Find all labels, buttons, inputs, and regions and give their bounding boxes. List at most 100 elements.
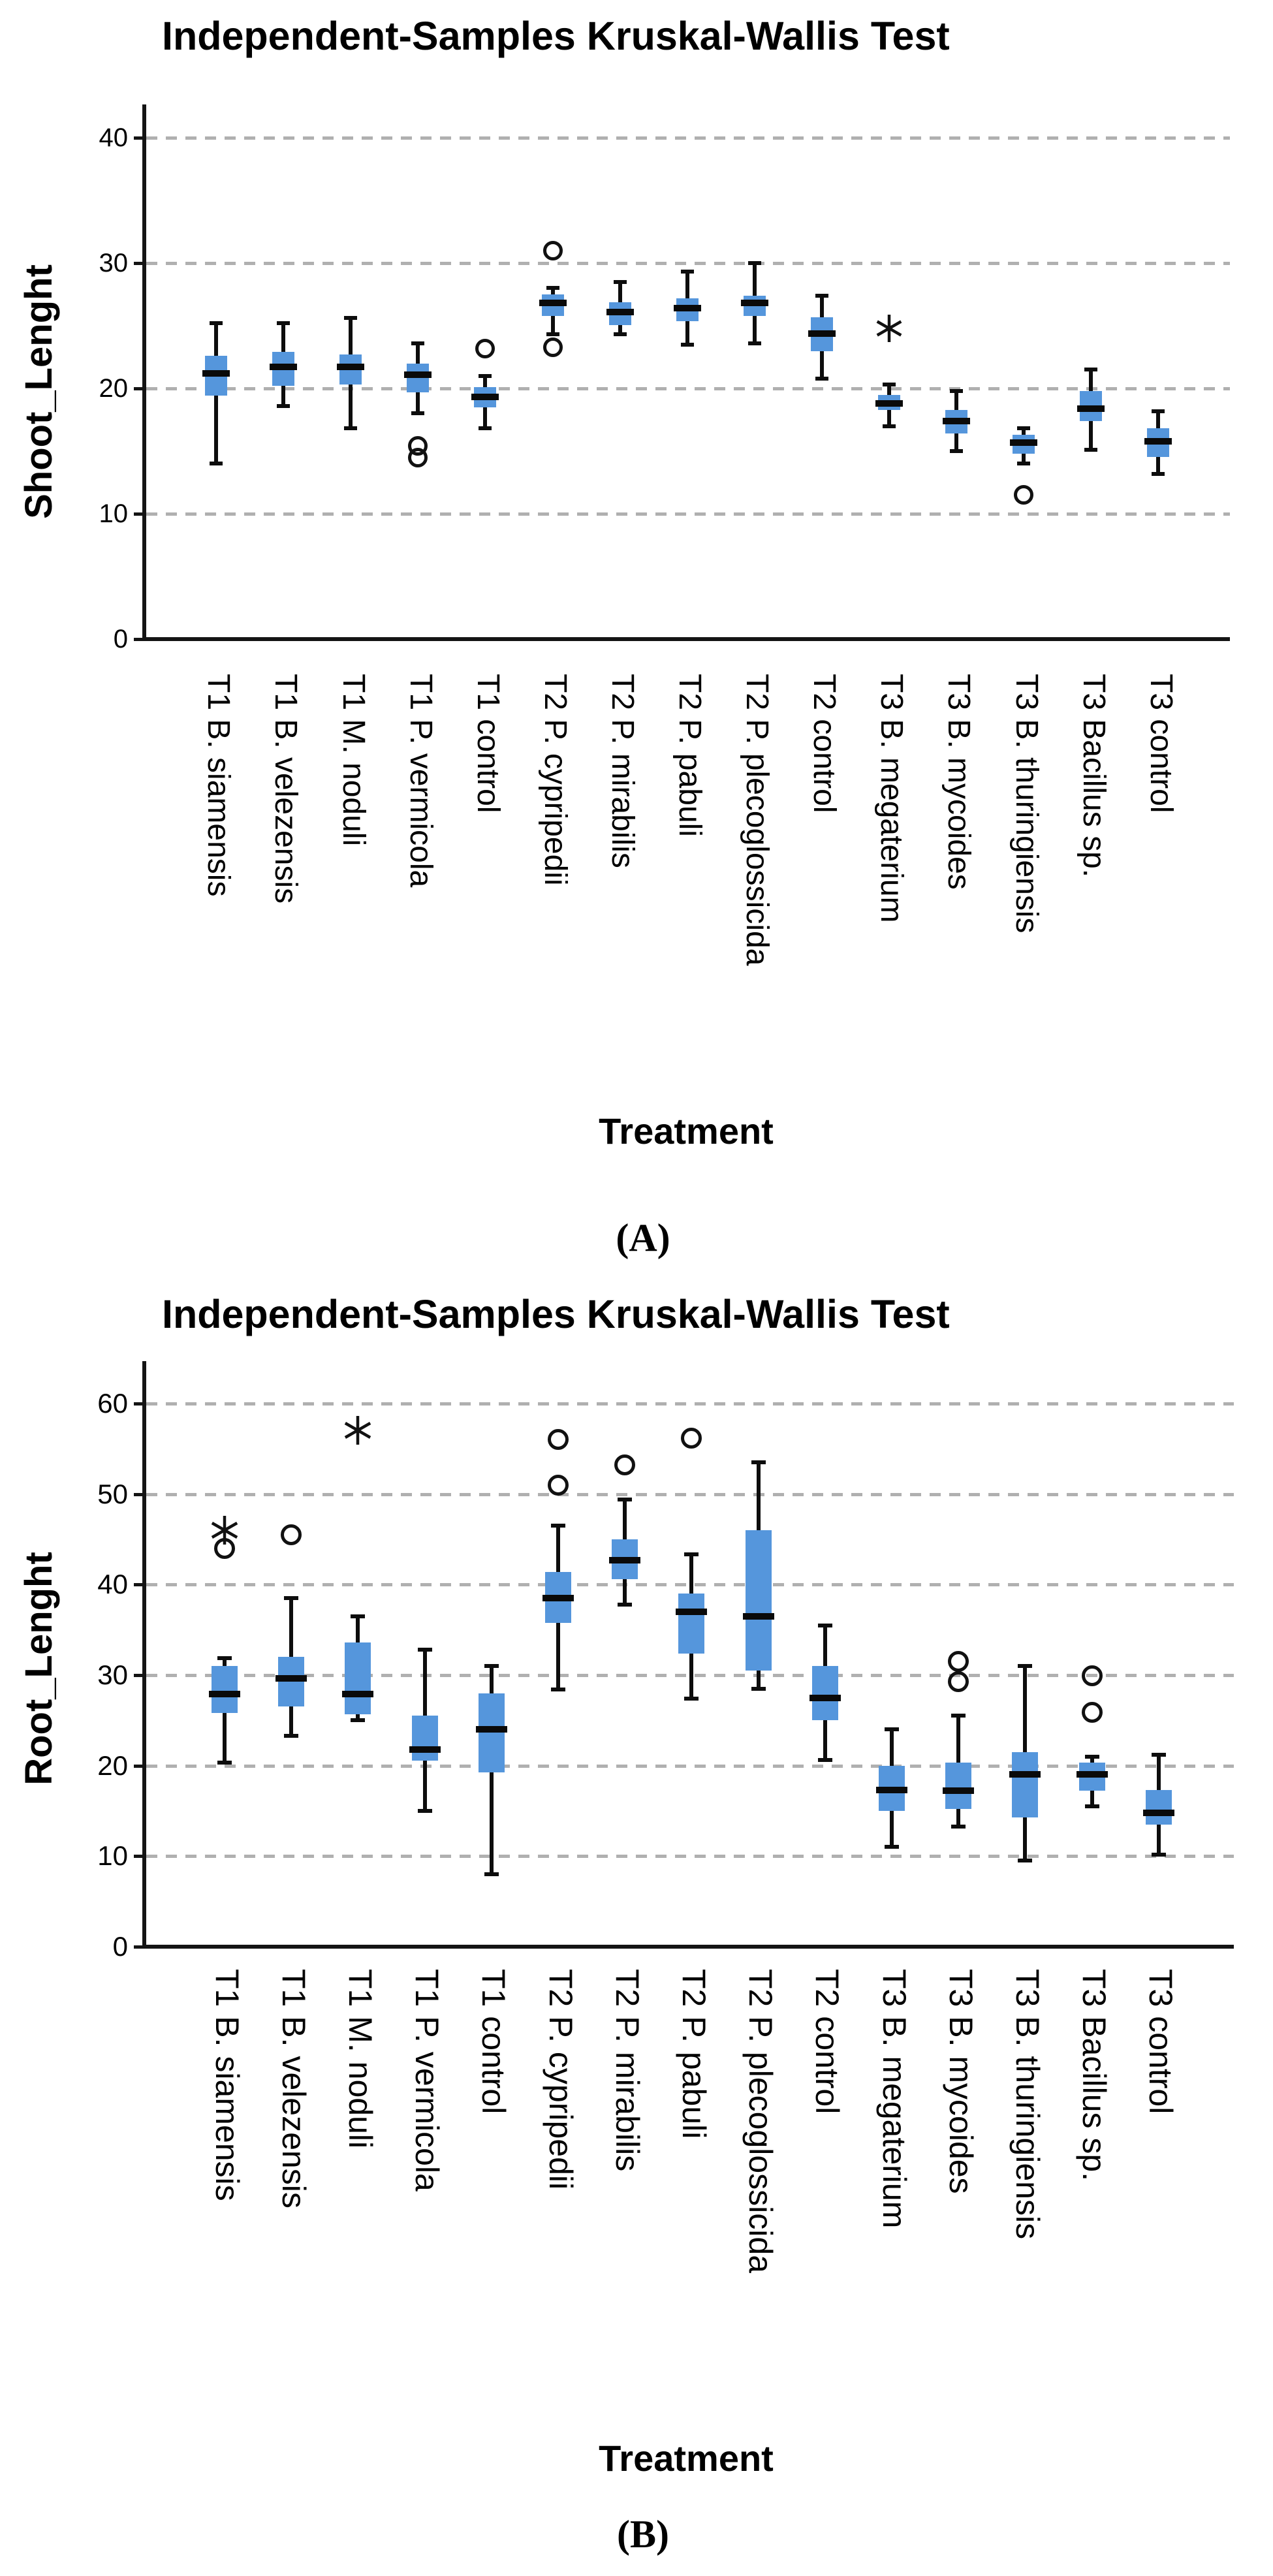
outlier-circle-icon: [548, 1429, 569, 1450]
x-category-label: T3 Bacillus sp.: [1077, 674, 1111, 878]
chart-title-b: Independent-Samples Kruskal-Wallis Test: [162, 1292, 950, 1336]
outlier-circle-icon: [1082, 1702, 1103, 1723]
box-iqr: [1146, 1790, 1172, 1825]
x-category-label: T1 M. noduli: [342, 1969, 379, 2149]
median-line: [674, 305, 701, 311]
whisker-cap-high: [748, 261, 761, 265]
median-line: [606, 309, 634, 315]
whisker-line: [689, 1554, 693, 1699]
x-axis-line: [142, 1945, 1234, 1949]
median-line: [809, 1695, 841, 1701]
whisker-line: [423, 1650, 427, 1811]
whisker-cap-low: [748, 341, 761, 345]
outlier-circle-icon: [548, 1475, 569, 1496]
whisker-cap-high: [479, 374, 492, 378]
whisker-cap-high: [684, 1552, 699, 1556]
outlier-circle-icon: [948, 1651, 969, 1672]
box-iqr: [878, 395, 900, 410]
whisker-cap-high: [284, 1596, 298, 1600]
median-line: [876, 1787, 907, 1793]
box-iqr: [744, 296, 766, 316]
x-category-label: T2 P. plecoglossicida: [740, 674, 774, 966]
x-category-label: T1 B. siamensis: [201, 674, 236, 897]
whisker-line: [281, 323, 285, 406]
box-iqr: [212, 1666, 238, 1713]
outlier-circle-icon: [214, 1538, 235, 1559]
whisker-line: [1156, 411, 1160, 474]
y-tick-20: [134, 387, 142, 390]
gridline-40: [146, 136, 1230, 140]
x-category-label: T1 B. velezensis: [268, 674, 303, 904]
x-category-label: T3 B. megaterium: [874, 674, 909, 923]
whisker-cap-high: [818, 1624, 832, 1627]
whisker-cap-high: [1152, 1753, 1166, 1757]
whisker-line: [223, 1658, 227, 1763]
whisker-line: [757, 1462, 761, 1689]
whisker-cap-low: [1085, 1804, 1099, 1808]
box-iqr: [1147, 428, 1169, 457]
box-iqr: [407, 364, 429, 392]
median-line: [337, 364, 364, 370]
x-category-label: T3 B. mycoides: [943, 1969, 979, 2194]
whisker-cap-high: [815, 294, 828, 298]
whisker-cap-low: [411, 411, 424, 415]
y-tick-10: [134, 1855, 142, 1858]
whisker-cap-low: [951, 1825, 966, 1829]
whisker-cap-low: [1084, 448, 1097, 452]
median-line: [209, 1691, 240, 1697]
x-category-label: T3 B. thuringiensis: [1009, 1969, 1046, 2240]
median-line: [1010, 439, 1037, 446]
x-category-label: T3 B. megaterium: [876, 1969, 913, 2229]
whisker-cap-high: [484, 1664, 499, 1668]
whisker-cap-low: [950, 449, 963, 453]
gridline-50: [146, 1493, 1234, 1496]
whisker-cap-low: [217, 1761, 232, 1765]
x-category-label: T2 P. mirabilis: [605, 674, 640, 868]
x-category-label: T1 control: [471, 674, 505, 813]
whisker-line: [823, 1626, 827, 1761]
outlier-circle-icon: [681, 1428, 702, 1449]
whisker-cap-high: [217, 1656, 232, 1660]
whisker-line: [954, 391, 958, 451]
whisker-line: [490, 1666, 494, 1874]
y-tick-label-10: 10: [97, 1840, 128, 1871]
y-tick-0: [134, 1945, 142, 1949]
whisker-line: [820, 296, 824, 379]
median-line: [1077, 1771, 1108, 1778]
x-category-label: T2 P. pabuli: [676, 1969, 712, 2139]
x-category-label: T3 B. mycoides: [941, 674, 976, 890]
box-iqr: [945, 410, 967, 433]
whisker-line: [685, 272, 689, 344]
box-iqr: [545, 1572, 571, 1623]
whisker-line: [753, 263, 757, 343]
x-category-label: T1 P. vermicola: [403, 674, 438, 888]
median-line: [270, 364, 297, 370]
whisker-cap-high: [951, 1714, 966, 1718]
y-tick-10: [134, 512, 142, 516]
median-line: [943, 418, 970, 424]
box-iqr: [1012, 1752, 1038, 1817]
x-category-label: T2 control: [809, 1969, 845, 2114]
y-tick-60: [134, 1402, 142, 1406]
box-iqr: [479, 1693, 505, 1772]
whisker-line: [956, 1716, 960, 1826]
y-axis-line: [142, 1361, 146, 1949]
gridline-60: [146, 1402, 1234, 1406]
whisker-cap-high: [1084, 368, 1097, 371]
whisker-cap-low: [1018, 1859, 1032, 1862]
whisker-line: [623, 1500, 627, 1605]
whisker-cap-low: [751, 1687, 766, 1691]
y-tick-40: [134, 1583, 142, 1586]
outlier-circle-icon: [475, 339, 495, 358]
whisker-cap-high: [277, 321, 290, 325]
box-iqr: [678, 1594, 704, 1654]
whisker-cap-high: [950, 389, 963, 393]
y-tick-label-60: 60: [97, 1388, 128, 1419]
y-tick-30: [134, 1674, 142, 1677]
whisker-cap-low: [479, 426, 492, 430]
median-line: [539, 300, 567, 306]
median-line: [275, 1675, 307, 1682]
x-category-label: T1 B. velezensis: [275, 1969, 312, 2208]
whisker-line: [356, 1616, 360, 1721]
